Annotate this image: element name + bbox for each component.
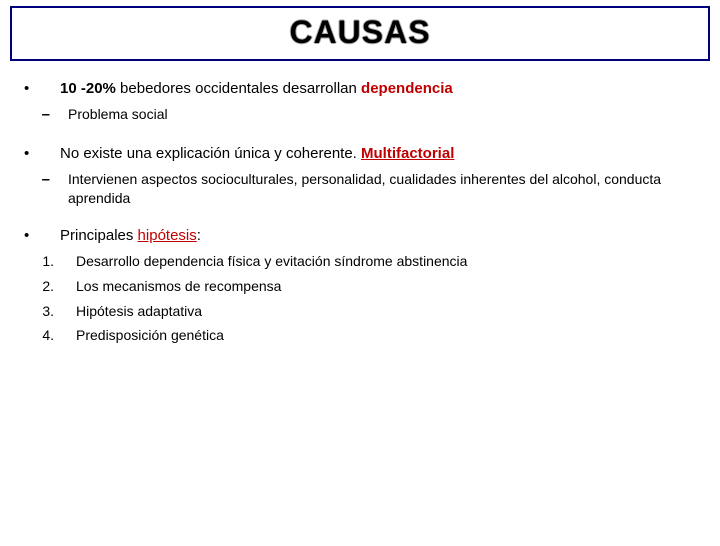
sub-row: – Intervienen aspectos socioculturales, … bbox=[20, 170, 700, 208]
point-2: • No existe una explicación única y cohe… bbox=[20, 144, 700, 208]
hypothesis-2: Los mecanismos de recompensa bbox=[76, 277, 700, 296]
point-3-suffix: hipótesis bbox=[138, 227, 197, 244]
bullet-row: • 10 -20% bebedores occidentales desarro… bbox=[20, 79, 700, 99]
slide-content: • 10 -20% bebedores occidentales desarro… bbox=[0, 61, 720, 345]
point-2-suffix: Multifactorial bbox=[361, 145, 454, 162]
point-1-sub: Problema social bbox=[68, 105, 700, 125]
point-1: • 10 -20% bebedores occidentales desarro… bbox=[20, 79, 700, 126]
list-number: 3. bbox=[20, 302, 76, 321]
point-2-sub: Intervienen aspectos socioculturales, pe… bbox=[68, 170, 700, 208]
dash-icon: – bbox=[20, 105, 68, 125]
point-1-suffix: dependencia bbox=[361, 80, 453, 97]
point-3-main: Principales bbox=[60, 227, 138, 244]
list-item: 1. Desarrollo dependencia física y evita… bbox=[20, 252, 700, 271]
point-1-mid: bebedores occidentales desarrollan bbox=[116, 80, 361, 97]
hypothesis-3: Hipótesis adaptativa bbox=[76, 302, 700, 321]
bullet-icon: • bbox=[20, 144, 60, 164]
point-3-text: Principales hipótesis: bbox=[60, 226, 700, 246]
hypothesis-1: Desarrollo dependencia física y evitació… bbox=[76, 252, 700, 271]
point-3: • Principales hipótesis: 1. Desarrollo d… bbox=[20, 226, 700, 346]
point-2-main: No existe una explicación única y cohere… bbox=[60, 145, 361, 162]
list-item: 3. Hipótesis adaptativa bbox=[20, 302, 700, 321]
point-1-prefix: 10 -20% bbox=[60, 80, 116, 97]
point-1-text: 10 -20% bebedores occidentales desarroll… bbox=[60, 79, 700, 99]
dash-icon: – bbox=[20, 170, 68, 208]
list-number: 4. bbox=[20, 326, 76, 345]
hypothesis-4: Predisposición genética bbox=[76, 326, 700, 345]
bullet-row: • No existe una explicación única y cohe… bbox=[20, 144, 700, 164]
point-2-text: No existe una explicación única y cohere… bbox=[60, 144, 700, 164]
bullet-row: • Principales hipótesis: bbox=[20, 226, 700, 246]
sub-row: – Problema social bbox=[20, 105, 700, 125]
list-number: 1. bbox=[20, 252, 76, 271]
list-number: 2. bbox=[20, 277, 76, 296]
bullet-icon: • bbox=[20, 226, 60, 246]
list-item: 4. Predisposición genética bbox=[20, 326, 700, 345]
bullet-icon: • bbox=[20, 79, 60, 99]
slide-title: CAUSAS bbox=[12, 14, 708, 51]
title-box: CAUSAS bbox=[10, 6, 710, 61]
list-item: 2. Los mecanismos de recompensa bbox=[20, 277, 700, 296]
point-3-colon: : bbox=[197, 227, 201, 244]
